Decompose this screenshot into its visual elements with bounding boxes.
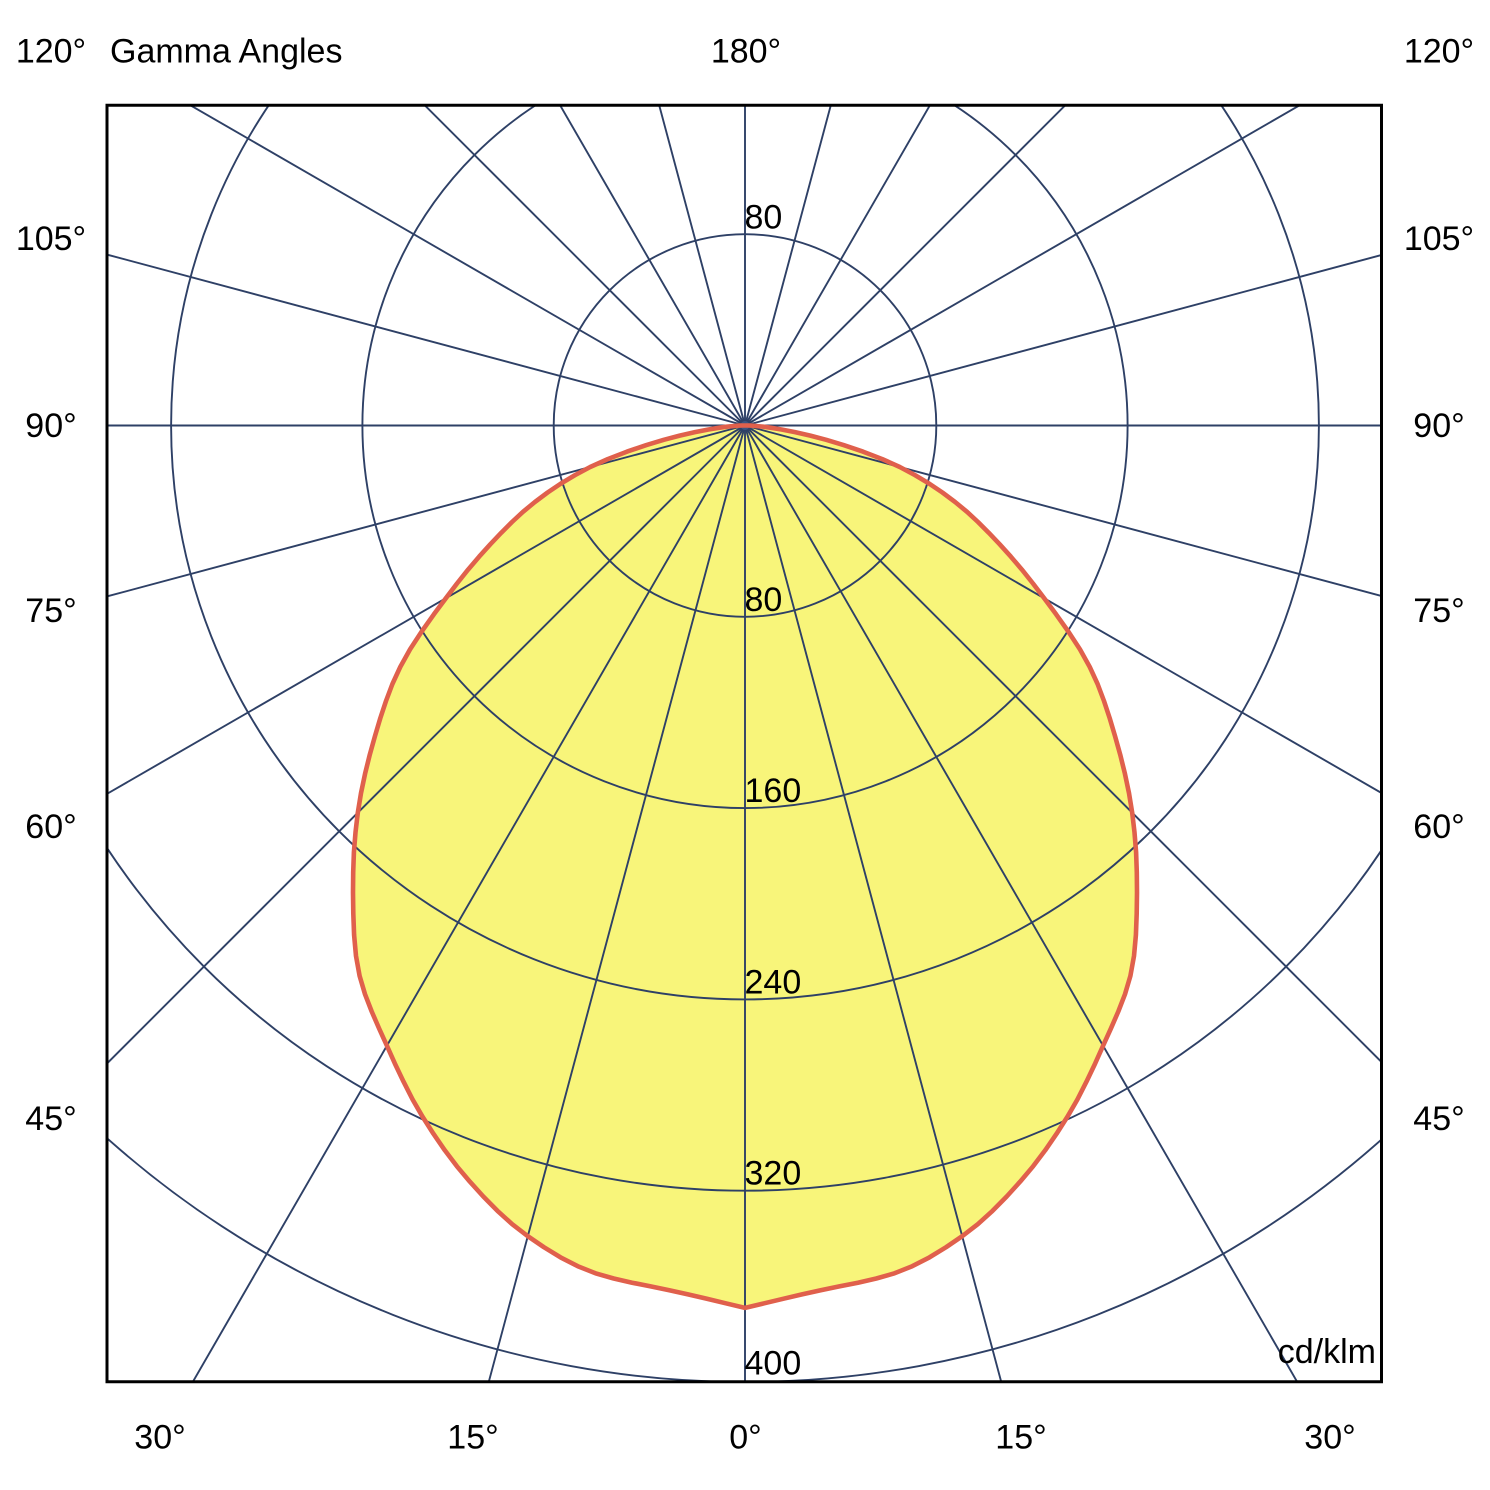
- svg-text:45°: 45°: [1413, 1100, 1464, 1138]
- svg-text:120°: 120°: [1404, 33, 1474, 71]
- svg-text:30°: 30°: [134, 1419, 185, 1457]
- svg-text:90°: 90°: [1413, 407, 1464, 445]
- svg-text:45°: 45°: [25, 1100, 76, 1138]
- svg-text:30°: 30°: [1304, 1419, 1355, 1457]
- svg-text:400: 400: [745, 1345, 802, 1383]
- svg-text:180°: 180°: [711, 33, 781, 71]
- svg-text:0°: 0°: [729, 1419, 762, 1457]
- svg-text:120°: 120°: [16, 33, 86, 71]
- svg-text:80: 80: [745, 199, 783, 237]
- svg-text:90°: 90°: [25, 407, 76, 445]
- svg-text:105°: 105°: [16, 220, 86, 258]
- svg-text:240: 240: [745, 964, 802, 1002]
- svg-text:75°: 75°: [25, 592, 76, 630]
- svg-text:320: 320: [745, 1155, 802, 1193]
- svg-text:cd/klm: cd/klm: [1278, 1333, 1376, 1371]
- svg-text:75°: 75°: [1413, 592, 1464, 630]
- svg-text:60°: 60°: [1413, 808, 1464, 846]
- svg-text:Gamma Angles: Gamma Angles: [110, 33, 342, 71]
- svg-text:160: 160: [745, 772, 802, 810]
- svg-text:15°: 15°: [995, 1419, 1046, 1457]
- svg-text:105°: 105°: [1404, 220, 1474, 258]
- svg-text:15°: 15°: [447, 1419, 498, 1457]
- svg-text:60°: 60°: [25, 808, 76, 846]
- svg-text:80: 80: [745, 581, 783, 619]
